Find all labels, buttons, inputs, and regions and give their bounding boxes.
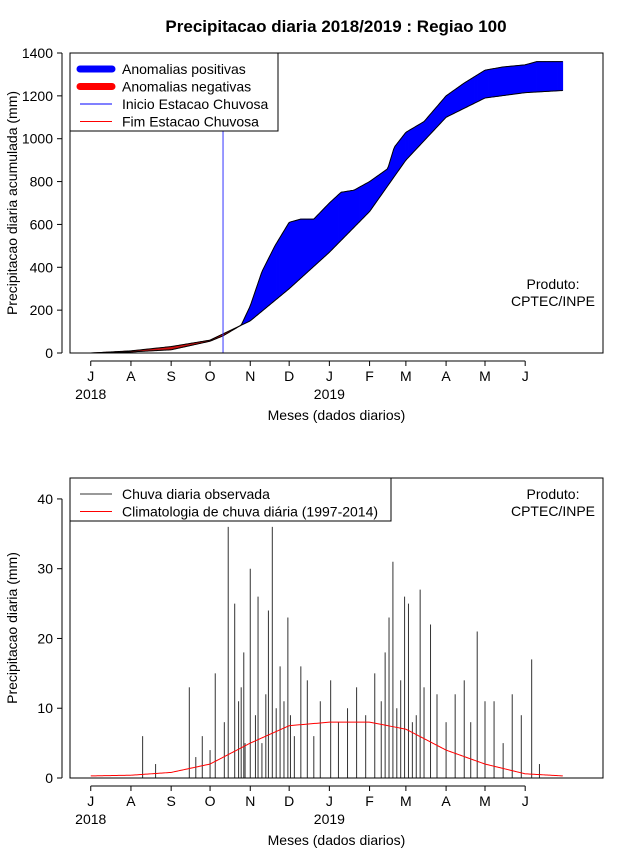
- cumulative-y-axis-label: Precipitacao diaria acumulada (mm): [4, 91, 20, 315]
- cumulative-axes: J A S O N D J F M A M J 2018 2019 0 200 400 600 800 1000 120…: [4, 45, 604, 423]
- daily-legend-box: [69, 477, 392, 522]
- product-label: Produto:: [527, 276, 580, 292]
- cumulative-y-tick-label: 1400: [22, 45, 53, 61]
- cumulative-x-tick-label: J: [326, 368, 333, 384]
- observed-cumulative-line: [90, 61, 563, 354]
- cumulative-y-tick-label: 600: [30, 216, 54, 232]
- daily-y-tick-label: 20: [37, 630, 53, 646]
- cumulative-y-tick-label: 800: [30, 174, 54, 190]
- daily-x-tick-label: D: [284, 793, 294, 809]
- daily-climatology-line: [90, 721, 563, 777]
- daily-y-axis-label: Precipitacao diaria (mm): [4, 552, 20, 704]
- daily-legend-label: Chuva diaria observada: [122, 486, 270, 502]
- cumulative-x-tick-label: F: [365, 368, 374, 384]
- daily-plot-frame: [69, 477, 604, 779]
- cumulative-plot-frame: [69, 52, 604, 354]
- positive-anomaly-area: [239, 61, 564, 327]
- product-name-2: CPTEC/INPE: [511, 503, 595, 519]
- cumulative-year-label: 2019: [314, 386, 345, 402]
- climatology-cumulative-line: [90, 90, 563, 354]
- figure-title: Precipitacao diaria 2018/2019 : Regiao 1…: [165, 17, 506, 36]
- daily-x-tick-label: J: [522, 793, 529, 809]
- daily-x-tick-label: J: [326, 793, 333, 809]
- daily-x-tick-label: M: [400, 793, 412, 809]
- cumulative-year-label: 2018: [75, 386, 106, 402]
- daily-x-tick-label: M: [479, 793, 491, 809]
- product-name: CPTEC/INPE: [511, 293, 595, 309]
- daily-axes: J A S O N D J F M A M J 2018 2019 0 10 20 30 40 Meses (dado…: [4, 477, 604, 848]
- daily-legend-label: Climatologia de chuva diária (1997-2014): [122, 504, 378, 520]
- daily-x-tick-label: O: [205, 793, 216, 809]
- daily-year-label: 2019: [314, 811, 345, 827]
- daily-bars: [142, 526, 540, 778]
- cumulative-y-tick-label: 0: [45, 345, 53, 361]
- daily-x-axis-label: Meses (dados diarios): [268, 832, 406, 848]
- daily-climatology: [90, 721, 563, 777]
- daily-y-tick-label: 30: [37, 561, 53, 577]
- cumulative-x-tick-label: J: [522, 368, 529, 384]
- daily-y-tick-label: 0: [45, 770, 53, 786]
- cumulative-y-tick-label: 1200: [22, 88, 53, 104]
- daily-y-tick-label: 40: [37, 491, 53, 507]
- daily-y-tick-label: 10: [37, 700, 53, 716]
- daily-chart: J A S O N D J F M A M J 2018 2019 0 10 20 30 40 Meses (dado…: [4, 477, 604, 848]
- cumulative-x-tick-label: O: [205, 368, 216, 384]
- cumulative-x-tick-label: M: [479, 368, 491, 384]
- cumulative-chart: J A S O N D J F M A M J 2018 2019 0 200 400 600 800 1000 120…: [4, 45, 604, 423]
- cumulative-x-tick-label: D: [284, 368, 294, 384]
- positive-anomaly-segment: [561, 61, 564, 91]
- daily-x-tick-label: S: [166, 793, 175, 809]
- cumulative-y-tick-label: 200: [30, 302, 54, 318]
- cumulative-y-tick-label: 400: [30, 259, 54, 275]
- cumulative-x-tick-label: A: [126, 368, 136, 384]
- daily-x-tick-label: A: [441, 793, 451, 809]
- cumulative-x-tick-label: M: [400, 368, 412, 384]
- daily-year-label: 2018: [75, 811, 106, 827]
- cumulative-legend: Anomalias positivas Anomalias negativasIn…: [69, 52, 279, 132]
- daily-x-tick-label: J: [87, 793, 94, 809]
- product-label-2: Produto:: [527, 486, 580, 502]
- cumulative-x-tick-label: S: [166, 368, 175, 384]
- negative-anomaly-area: [90, 325, 241, 354]
- cumulative-y-tick-label: 1000: [22, 131, 53, 147]
- cumulative-legend-label: Inicio Estacao Chuvosa: [122, 96, 269, 112]
- cumulative-legend-label: Anomalias negativas: [122, 79, 251, 95]
- cumulative-x-tick-label: N: [245, 368, 255, 384]
- cumulative-legend-label: Fim Estacao Chuvosa: [122, 114, 259, 130]
- cumulative-x-tick-label: J: [87, 368, 94, 384]
- cumulative-x-tick-label: A: [441, 368, 451, 384]
- cumulative-legend-label: Anomalias positivas: [122, 61, 246, 77]
- daily-x-tick-label: F: [365, 793, 374, 809]
- daily-x-tick-label: N: [245, 793, 255, 809]
- daily-x-tick-label: A: [126, 793, 136, 809]
- cumulative-x-axis-label: Meses (dados diarios): [268, 407, 406, 423]
- daily-legend: Chuva diaria observada Climatologia de ch…: [69, 477, 392, 522]
